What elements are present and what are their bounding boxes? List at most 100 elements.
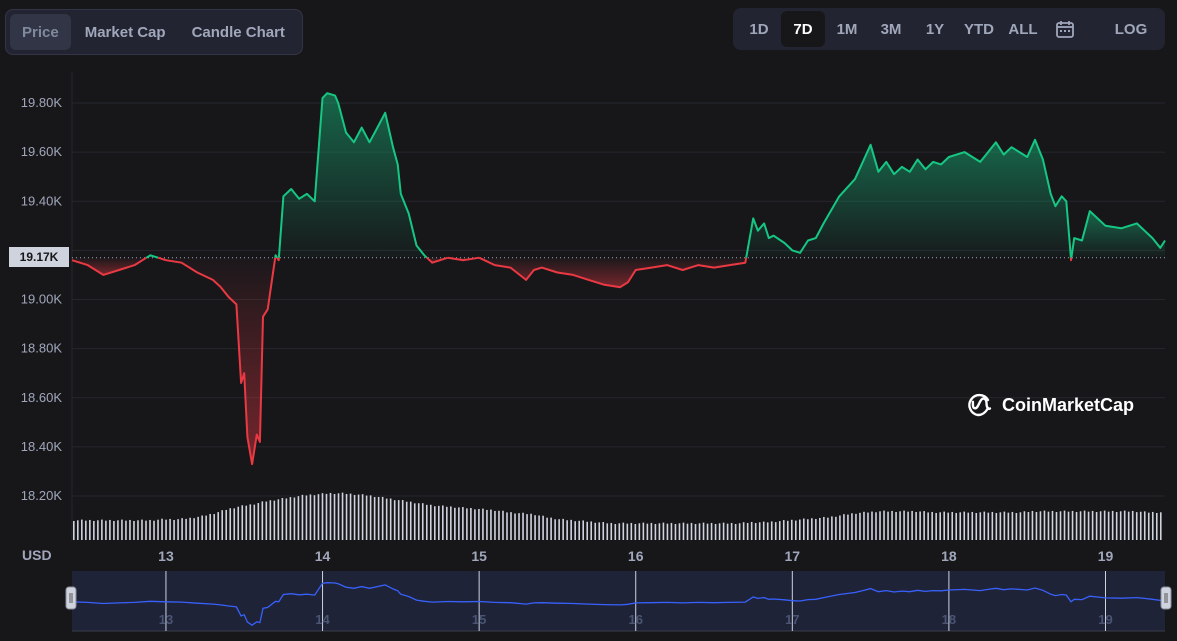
volume-bar [770,521,773,540]
volume-bar [939,512,941,540]
volume-bar [1043,510,1046,540]
range-1y-button[interactable]: 1Y [925,20,945,38]
range-1m-button[interactable]: 1M [836,20,858,38]
volume-bar [305,495,308,540]
navigator-tick-label: 14 [315,612,330,627]
volume-bar [518,513,520,540]
volume-bar [762,521,765,540]
volume-bar [261,501,264,540]
volume-bar [534,515,536,540]
volume-bar [393,500,396,540]
volume-bar [193,518,195,540]
x-tick-label: 19 [1098,548,1114,564]
volume-bar [526,514,528,540]
volume-bar [891,510,893,540]
volume-bar [482,508,484,540]
tab-market-cap[interactable]: Market Cap [84,23,166,41]
volume-bar [317,494,320,540]
volume-bar [959,512,962,540]
volume-bar [582,520,585,540]
tab-candle-chart[interactable]: Candle Chart [191,23,285,41]
y-tick-label: 19.60K [21,144,63,159]
volume-bar [454,507,456,540]
tab-price[interactable]: Price [10,14,71,50]
navigator-right-handle-grip[interactable] [1160,586,1172,610]
volume-bar [213,514,215,540]
volume-bar [991,511,994,540]
calendar-icon[interactable] [1045,11,1085,47]
price-line-down [426,256,449,264]
volume-bar [470,508,472,540]
log-scale-button[interactable]: LOG [1114,20,1148,38]
volume-bar [750,521,753,540]
navigator-window[interactable] [72,571,1165,631]
volume-bar [915,512,917,540]
volume-bar [1127,511,1130,540]
volume-bar [831,516,833,540]
volume-bar [626,523,629,540]
volume-bar [999,512,1002,540]
volume-bar [429,504,432,540]
volume-bar [1031,510,1034,540]
volume-bar [710,522,713,540]
volume-bar [149,519,151,540]
volume-bar [245,505,248,540]
volume-bar [690,522,693,540]
volume-bar [73,521,75,540]
volume-bar [594,522,597,540]
volume-bar [971,511,974,540]
volume-bars [73,492,1162,540]
volume-bar [1119,511,1122,540]
volume-bar [165,519,167,540]
volume-bar [630,522,633,540]
price-area [72,93,1165,465]
volume-bar [646,523,649,540]
volume-bar [730,522,733,540]
volume-bar [369,495,372,540]
navigator-left-handle-grip[interactable] [65,586,77,610]
volume-bar [1071,510,1074,540]
price-line-down [447,256,480,262]
price-line-down [157,256,277,466]
volume-bar [253,504,256,540]
volume-bar [405,501,408,540]
volume-bar [205,515,207,540]
navigator-left-handle[interactable] [65,586,77,610]
volume-bar [786,520,789,540]
range-all-button[interactable]: ALL [1008,20,1038,38]
volume-bar [1051,510,1054,540]
volume-bar [1095,512,1098,540]
volume-bar [413,503,416,540]
volume-bar [333,494,336,540]
volume-bar [574,521,576,540]
volume-bar [337,493,340,540]
volume-bar [899,511,901,540]
range-ytd-button[interactable]: YTD [964,20,994,38]
volume-bar [389,498,392,540]
volume-bar [951,511,954,540]
volume-bar [923,511,925,540]
volume-bar [875,512,877,540]
range-7d-button[interactable]: 7D [781,11,825,47]
volume-bar [879,511,881,540]
volume-bar [1143,511,1146,540]
navigator-right-handle[interactable] [1160,586,1172,610]
volume-bar [153,520,155,540]
volume-bar [1091,510,1094,540]
volume-bar [839,515,841,540]
volume-bar [438,505,440,540]
range-1d-button[interactable]: 1D [749,20,769,38]
volume-bar [1103,510,1106,540]
volume-bar [1011,511,1014,540]
volume-bar [734,524,737,540]
volume-bar [1099,511,1102,540]
volume-bar [1075,512,1078,540]
range-3m-button[interactable]: 3M [880,20,902,38]
volume-bar [357,494,360,540]
volume-bar [285,498,288,540]
volume-bar [293,497,296,540]
range-navigator[interactable]: 13 14 15 16 17 18 19 [65,571,1172,632]
volume-bar [137,520,139,540]
volume-bar [1135,512,1138,540]
